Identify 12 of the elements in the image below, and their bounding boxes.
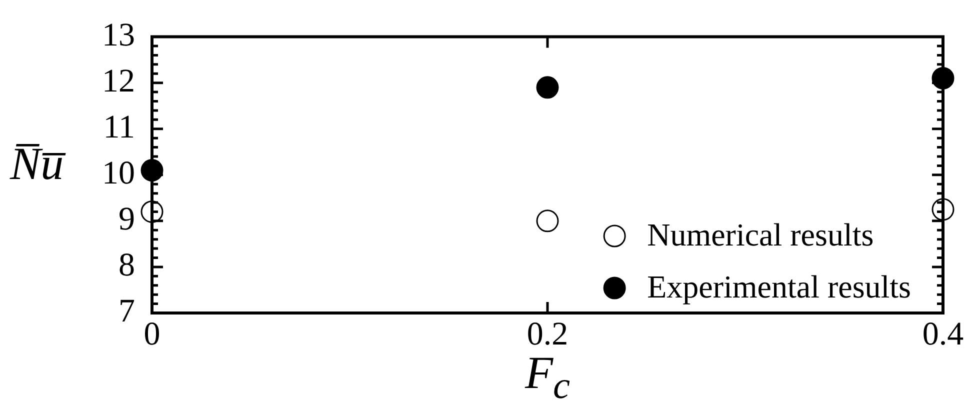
y-tick-label: 8: [118, 248, 135, 284]
y-tick-label: 9: [118, 202, 135, 238]
x-tick-label: 0.4: [922, 316, 964, 352]
y-tick-label: 10: [102, 156, 135, 192]
legend-label: Experimental results: [647, 268, 911, 304]
y-tick-label: 12: [102, 64, 135, 100]
y-tick-label: 13: [102, 17, 135, 54]
y-axis-title: N̅u̅: [10, 138, 64, 189]
y-tick-label: 11: [103, 110, 135, 146]
legend-label: Numerical results: [647, 216, 874, 252]
y-tick-label: 7: [118, 294, 135, 330]
x-tick-label: 0: [144, 316, 160, 352]
